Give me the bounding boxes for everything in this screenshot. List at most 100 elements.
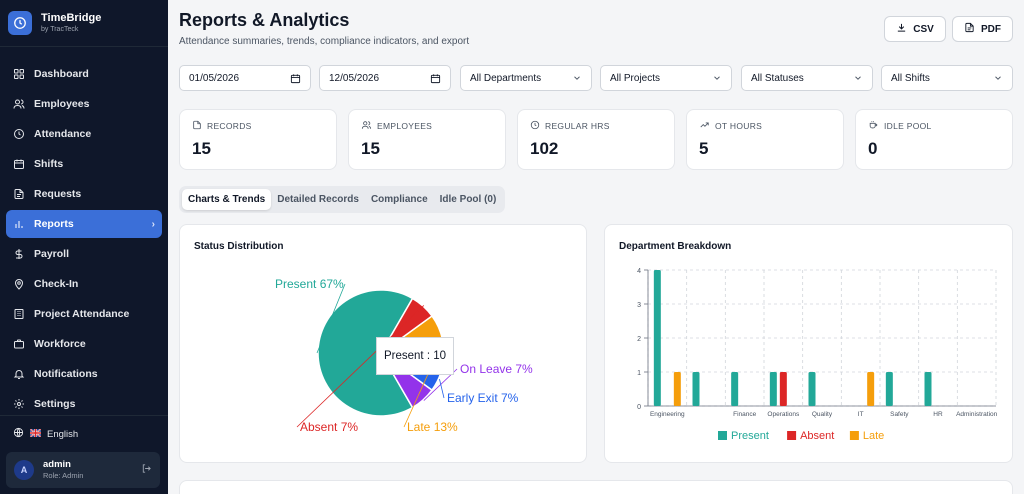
- chevron-down-icon: [712, 73, 722, 83]
- clock-icon: [530, 120, 540, 132]
- map-pin-icon: [13, 278, 25, 290]
- sidebar-item-label: Dashboard: [34, 68, 89, 80]
- sidebar-item-label: Check-In: [34, 278, 79, 290]
- pie-label: Absent 7%: [300, 420, 358, 434]
- grid-icon: [13, 68, 25, 80]
- stat-value: 5: [699, 139, 709, 158]
- bar-late[interactable]: [673, 372, 681, 406]
- bar-chart-icon: [13, 218, 25, 230]
- users-icon: [13, 98, 25, 110]
- tab-detailed-records[interactable]: Detailed Records: [277, 194, 359, 205]
- avatar: A: [14, 460, 34, 480]
- sidebar-item-payroll[interactable]: Payroll: [6, 240, 162, 268]
- y-tick-label: 4: [637, 268, 641, 275]
- language-selector[interactable]: English: [0, 416, 168, 452]
- export-pdf-button[interactable]: PDF: [952, 16, 1013, 42]
- sidebar-item-project-attendance[interactable]: Project Attendance: [6, 300, 162, 328]
- sidebar-item-dashboard[interactable]: Dashboard: [6, 60, 162, 88]
- chevron-down-icon: [572, 73, 582, 83]
- sidebar-item-notifications[interactable]: Notifications: [6, 360, 162, 388]
- user-role: Role: Admin: [43, 471, 84, 480]
- bar-present[interactable]: [692, 372, 700, 406]
- shift-select[interactable]: All Shifts: [881, 65, 1013, 91]
- file-icon: [13, 188, 25, 200]
- pie-label-line: [439, 378, 445, 399]
- status-pie-chart: Present 67% On Leave 7% Early Exit 7% Late …: [275, 277, 533, 434]
- chart-title: Department Breakdown: [619, 241, 732, 252]
- stat-value: 15: [192, 139, 211, 158]
- sidebar-item-check-in[interactable]: Check-In: [6, 270, 162, 298]
- bar-present[interactable]: [808, 372, 816, 406]
- legend-swatch: [787, 431, 797, 440]
- x-tick-label: Operations: [767, 411, 800, 418]
- export-csv-button[interactable]: CSV: [884, 16, 946, 42]
- tab-compliance[interactable]: Compliance: [370, 194, 428, 205]
- dollar-icon: [13, 248, 25, 260]
- tab-idle-pool[interactable]: Idle Pool (0): [439, 194, 497, 205]
- pie-label: Present 67%: [275, 277, 344, 291]
- chevron-down-icon: [853, 73, 863, 83]
- date-from-input[interactable]: 01/05/2026: [179, 65, 311, 91]
- sidebar-item-settings[interactable]: Settings: [6, 390, 162, 418]
- sidebar-item-label: Settings: [34, 398, 76, 410]
- y-tick-label: 0: [637, 404, 641, 411]
- bar-present[interactable]: [885, 372, 893, 406]
- bar-absent[interactable]: [779, 372, 787, 406]
- sidebar-nav: Dashboard Employees Attendance Shifts Re…: [0, 60, 168, 420]
- calendar-icon[interactable]: [290, 73, 301, 84]
- sidebar-item-label: Attendance: [34, 128, 92, 140]
- department-value: All Departments: [470, 72, 542, 84]
- stat-card-ot-hours: OT HOURS 5: [686, 109, 844, 170]
- x-tick-label: Engineering: [650, 411, 685, 418]
- chevron-right-icon: ›: [151, 218, 155, 230]
- app-name: TimeBridge: [41, 11, 102, 24]
- sidebar-item-label: Reports: [34, 218, 74, 230]
- status-select[interactable]: All Statuses: [741, 65, 873, 91]
- sidebar-item-label: Project Attendance: [34, 308, 130, 320]
- sidebar-item-requests[interactable]: Requests: [6, 180, 162, 208]
- globe-icon: [13, 427, 24, 441]
- tab-charts-trends[interactable]: Charts & Trends: [182, 189, 272, 210]
- sidebar: TimeBridge by TracTeck Dashboard Employe…: [0, 0, 168, 494]
- sidebar-item-label: Employees: [34, 98, 90, 110]
- sidebar-item-attendance[interactable]: Attendance: [6, 120, 162, 148]
- pdf-label: PDF: [981, 23, 1001, 35]
- sidebar-item-reports[interactable]: Reports ›: [6, 210, 162, 238]
- sidebar-item-label: Payroll: [34, 248, 70, 260]
- pie-label: On Leave 7%: [460, 362, 533, 376]
- shift-value: All Shifts: [891, 72, 930, 84]
- stat-label: EMPLOYEES: [377, 121, 433, 131]
- chart-title: Status Distribution: [194, 241, 284, 252]
- legend-label: Present: [731, 430, 769, 442]
- bar-late[interactable]: [867, 372, 875, 406]
- user-profile[interactable]: A admin Role: Admin: [6, 452, 160, 488]
- bar-present[interactable]: [769, 372, 777, 406]
- file-icon: [964, 22, 975, 36]
- sidebar-footer: English A admin Role: Admin: [0, 415, 168, 494]
- logout-icon[interactable]: [141, 461, 152, 479]
- sidebar-item-employees[interactable]: Employees: [6, 90, 162, 118]
- stat-value: 15: [361, 139, 380, 158]
- bar-present[interactable]: [731, 372, 739, 406]
- sidebar-item-label: Shifts: [34, 158, 64, 170]
- sidebar-item-shifts[interactable]: Shifts: [6, 150, 162, 178]
- users-icon: [361, 120, 372, 132]
- y-tick-label: 1: [637, 370, 641, 377]
- department-bar-chart: 0 1 2 3 4 Engineering Finance Operations Quality…: [637, 268, 998, 442]
- project-select[interactable]: All Projects: [600, 65, 732, 91]
- stat-card-idle-pool: IDLE POOL 0: [855, 109, 1013, 170]
- language-label: English: [47, 428, 79, 440]
- date-to-input[interactable]: 12/05/2026: [319, 65, 451, 91]
- sidebar-item-workforce[interactable]: Workforce: [6, 330, 162, 358]
- department-breakdown-card: Department Breakdown 0 1 2 3 4 Engineering Fin…: [604, 224, 1013, 463]
- coffee-icon: [868, 120, 879, 132]
- department-select[interactable]: All Departments: [460, 65, 592, 91]
- brand[interactable]: TimeBridge by TracTeck: [0, 0, 168, 47]
- bar-present[interactable]: [924, 372, 932, 406]
- calendar-icon[interactable]: [430, 73, 441, 84]
- clock-icon: [13, 128, 25, 140]
- project-value: All Projects: [610, 72, 661, 84]
- bar-present[interactable]: [653, 270, 661, 406]
- legend-label: Absent: [800, 430, 834, 442]
- x-tick-label: Quality: [812, 411, 833, 418]
